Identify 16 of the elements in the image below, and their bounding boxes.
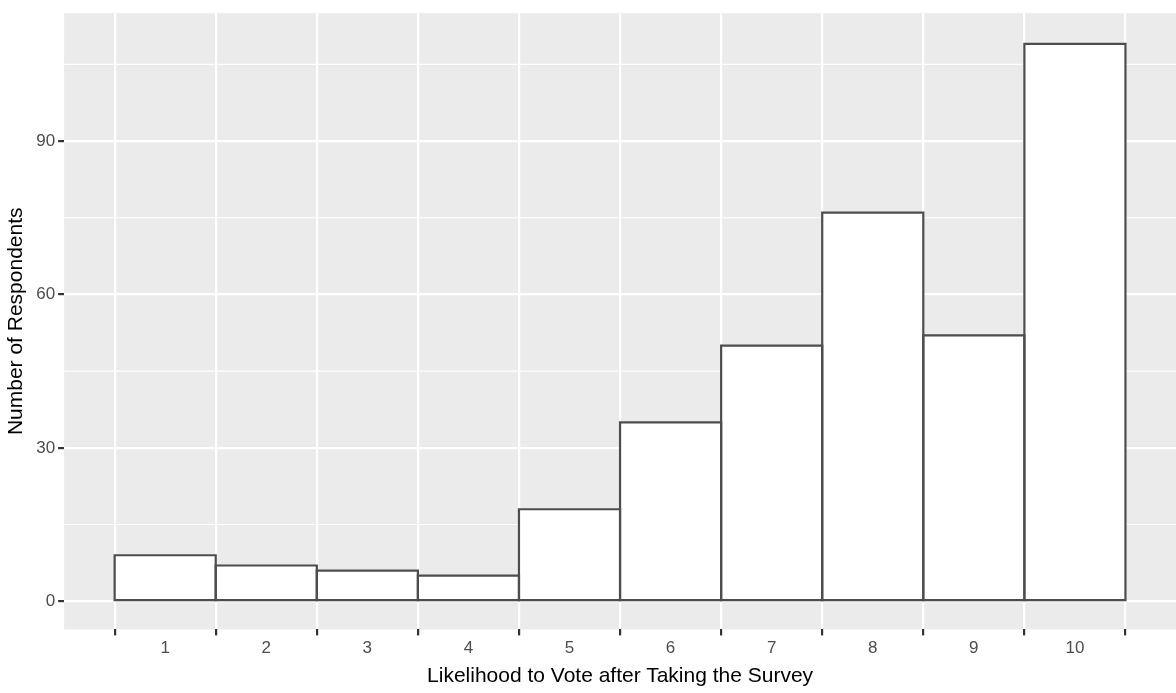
y-tick-label: 30 [36,437,56,457]
x-axis-title: Likelihood to Vote after Taking the Survey [427,663,814,687]
x-tick-label: 8 [868,638,878,658]
y-tick-label: 0 [45,590,56,610]
y-tick-label: 90 [36,130,56,150]
x-tick-label: 10 [1065,638,1085,658]
x-tick-label: 1 [160,638,170,658]
x-tick-label: 9 [969,638,979,658]
y-tick-label: 60 [36,284,56,304]
x-tick-label: 3 [362,638,373,658]
y-axis-title: Number of Respondents [3,207,27,436]
x-tick-label: 7 [766,638,777,658]
x-tick-label: 5 [564,638,575,658]
x-tick-label: 2 [261,638,272,658]
x-tick-label: 6 [665,638,676,658]
x-tick-label: 4 [463,638,474,658]
